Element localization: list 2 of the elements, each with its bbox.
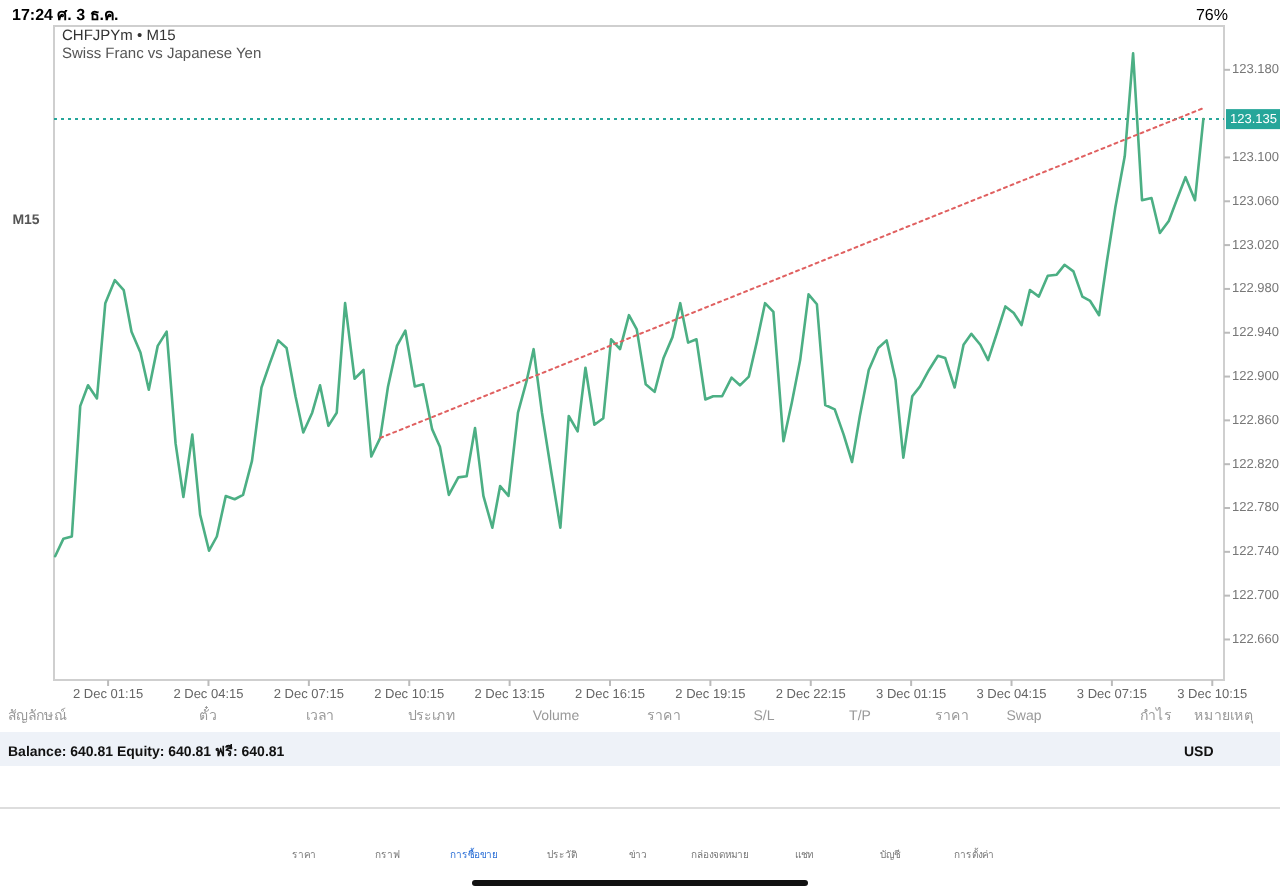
text: 17:24 ศ. 3 ธ.ค. <box>12 6 119 24</box>
text: 76% <box>1195 6 1228 24</box>
